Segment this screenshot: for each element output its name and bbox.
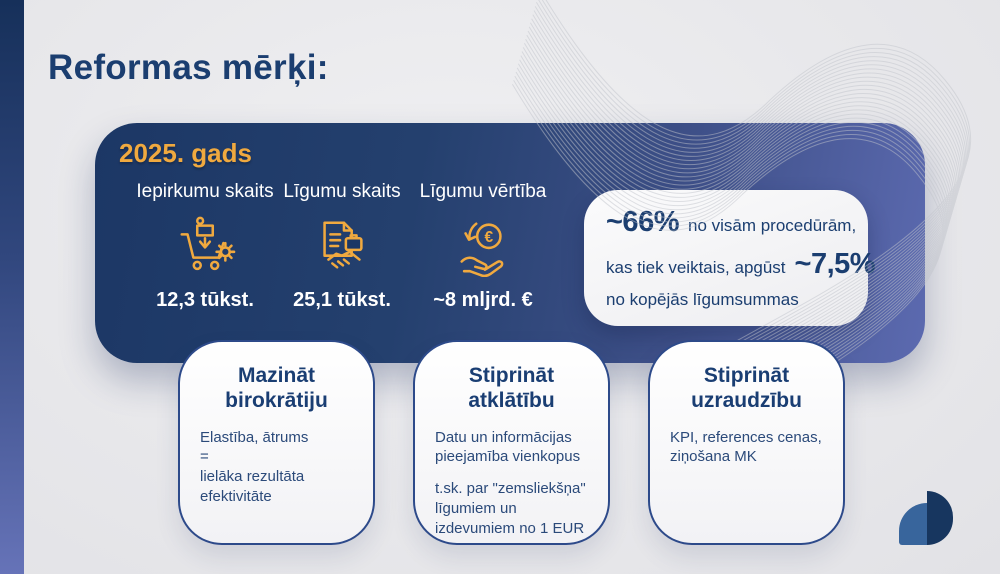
stat-value: 25,1 tūkst. (293, 289, 391, 312)
highlight-line-2: kas tiek veiktais, apgūst ~7,5% (606, 248, 876, 280)
highlight-line-3: no kopējās līgumsummas (606, 290, 799, 309)
card-title: Stiprināt atklātību (468, 364, 555, 412)
stat-label: Līgumu skaits (283, 181, 401, 202)
stats-panel: 2025. gads Iepirkumu skaits 12,3 tūkst. … (95, 123, 925, 363)
highlight-line-1: ~66% no visām procedūrām, (606, 206, 857, 238)
stat-contract-count: Līgumu skaits 25,1 tūkst. (267, 181, 417, 312)
cart-box-gear-icon (174, 215, 236, 277)
card-body: Elastība, ātrums = lielāka rezultāta efe… (200, 428, 309, 505)
goal-card-strengthen-transparency: Stiprināt atklātību Datu un informācijas… (413, 340, 610, 545)
card-title: Mazināt birokrātiju (225, 364, 328, 412)
logo-left-shape (899, 503, 927, 545)
page-title: Reformas mērķi: (48, 48, 329, 87)
stat-label: Līgumu vērtība (419, 181, 547, 202)
goal-card-reduce-bureaucracy: Mazināt birokrātiju Elastība, ātrums = l… (178, 340, 375, 545)
logo-right-shape (927, 491, 953, 545)
card-body: KPI, references cenas, ziņošana MK (670, 428, 822, 466)
goal-card-strengthen-supervision: Stiprināt uzraudzību KPI, references cen… (648, 340, 845, 545)
stat-label: Iepirkumu skaits (136, 181, 274, 202)
stat-procurement-count: Iepirkumu skaits 12,3 tūkst. (130, 181, 280, 312)
stat-value: 12,3 tūkst. (156, 289, 254, 312)
hand-euro-coin-icon: € (452, 215, 514, 278)
highlight-callout: ~66% no visām procedūrām, kas tiek veikt… (584, 190, 876, 326)
stat-value: ~8 mljrd. € (433, 289, 533, 312)
left-accent-bar (0, 0, 24, 574)
stat-7-5-percent: ~7,5% (794, 248, 876, 280)
organization-logo (899, 489, 955, 545)
card-body: Datu un informācijas pieejamība vienkopu… (435, 428, 586, 537)
stat-66-percent: ~66% (606, 206, 679, 238)
document-handshake-icon (311, 215, 373, 277)
card-title: Stiprināt uzraudzību (691, 364, 802, 412)
year-label: 2025. gads (119, 138, 252, 168)
euro-glyph: € (485, 229, 494, 246)
stat-contract-value: Līgumu vērtība € ~8 mljrd. € (408, 181, 558, 312)
